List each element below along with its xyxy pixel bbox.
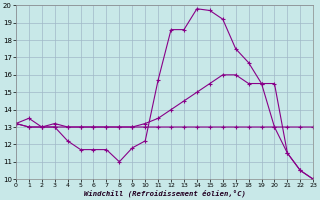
X-axis label: Windchill (Refroidissement éolien,°C): Windchill (Refroidissement éolien,°C) — [84, 190, 245, 197]
